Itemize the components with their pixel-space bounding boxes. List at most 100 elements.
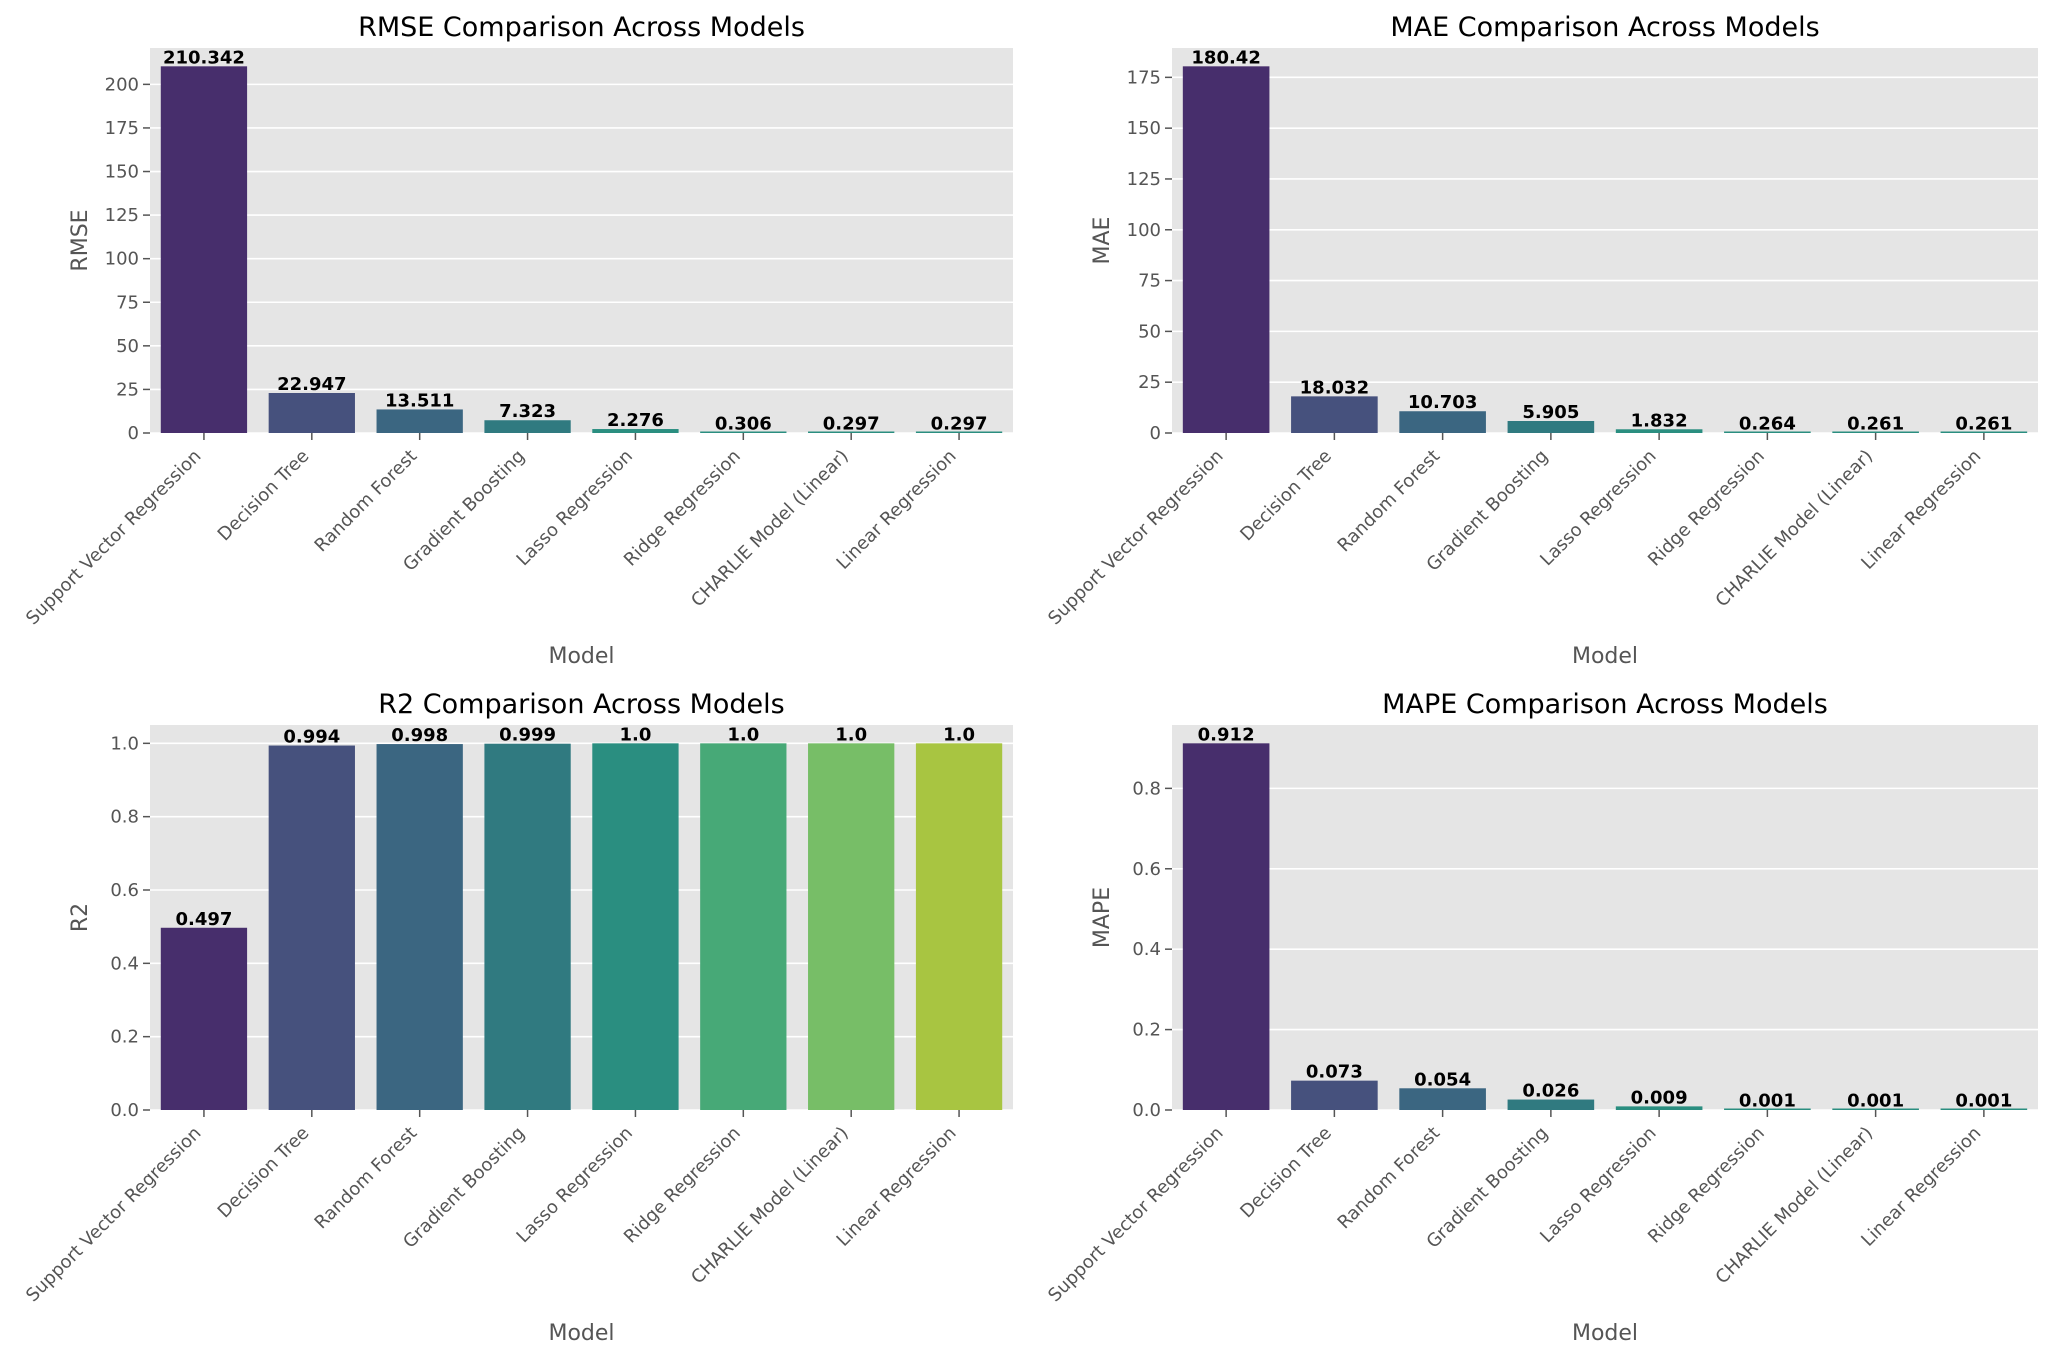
mae-x-tick-label: Lasso Regression [1536, 446, 1660, 570]
rmse-bar-value-label: 0.297 [823, 413, 880, 434]
mape-x-tick-label: Linear Regression [1857, 1123, 1985, 1251]
mape-y-tick-label: 0.0 [1132, 1100, 1161, 1121]
mape-bar-value-label: 0.073 [1306, 1062, 1363, 1083]
mape-bar [1724, 1108, 1811, 1110]
rmse-x-tick-label: Random Forest [311, 446, 422, 557]
r2-bar [160, 927, 248, 1110]
mae-chart-title: MAE Comparison Across Models [1390, 12, 1819, 43]
mae-chart: 0 25 50 75 100 125 150 175 180.42 Support Vector … [1044, 12, 2038, 669]
r2-bar-value-label: 0.998 [391, 725, 448, 746]
mape-y-tick-label: 0.6 [1132, 859, 1161, 880]
r2-bar [268, 745, 355, 1110]
rmse-bar-value-label: 0.306 [715, 413, 772, 434]
mape-bar-value-label: 0.009 [1631, 1087, 1688, 1108]
mape-y-tick-label: 0.2 [1132, 1020, 1161, 1041]
mae-y-tick-label: 75 [1138, 271, 1161, 292]
r2-bar [592, 743, 679, 1110]
r2-x-tick-label: Gradient Boosting [399, 1123, 529, 1253]
mae-bar [1832, 431, 1919, 433]
mape-bar-value-label: 0.001 [1955, 1091, 2012, 1112]
mae-y-axis-label: MAE [1090, 217, 1115, 265]
rmse-y-tick-label: 175 [105, 118, 139, 139]
rmse-x-tick-label: Lasso Regression [513, 446, 637, 570]
mae-y-tick-label: 125 [1127, 169, 1161, 190]
mae-y-tick-label: 150 [1127, 118, 1161, 139]
mape-bar [1182, 743, 1270, 1110]
rmse-x-tick-label: Linear Regression [833, 446, 961, 574]
mae-x-axis-label: Model [1572, 644, 1638, 669]
r2-bar [915, 743, 1003, 1110]
mae-y-tick-label: 175 [1127, 67, 1161, 88]
mape-y-tick-label: 0.4 [1132, 939, 1161, 960]
r2-y-tick-label: 0.0 [110, 1100, 139, 1121]
r2-x-tick-label: Ridge Regression [620, 1123, 745, 1248]
rmse-bar [160, 66, 248, 433]
rmse-bar [915, 431, 1003, 433]
rmse-y-tick-label: 150 [105, 162, 139, 183]
r2-bar [808, 743, 895, 1110]
mape-plot-area [1172, 725, 2038, 1110]
r2-y-tick-label: 0.2 [110, 1027, 139, 1048]
rmse-x-tick-label: Support Vector Regression [22, 446, 205, 629]
rmse-y-tick-label: 100 [105, 249, 139, 270]
mape-x-axis-label: Model [1572, 1321, 1638, 1346]
mae-bar [1399, 411, 1486, 433]
mape-bar [1832, 1108, 1919, 1110]
mape-bar-value-label: 0.001 [1739, 1091, 1796, 1112]
r2-bar-value-label: 1.0 [943, 724, 975, 745]
mape-bar-value-label: 0.912 [1198, 724, 1255, 745]
rmse-bar-value-label: 13.511 [385, 390, 454, 411]
rmse-bar-value-label: 210.342 [163, 47, 245, 68]
mape-x-tick-label: Decision Tree [1236, 1123, 1336, 1223]
r2-bar-value-label: 1.0 [835, 724, 867, 745]
mape-bar-value-label: 0.001 [1847, 1091, 1904, 1112]
r2-y-axis-label: R2 [68, 903, 93, 932]
mape-y-tick-label: 0.8 [1132, 778, 1161, 799]
rmse-chart-title: RMSE Comparison Across Models [358, 12, 805, 43]
r2-x-axis-label: Model [548, 1321, 614, 1346]
mape-bar-value-label: 0.054 [1414, 1069, 1471, 1090]
mape-bar [1291, 1080, 1378, 1110]
rmse-bar-value-label: 7.323 [499, 401, 556, 422]
mape-y-axis-label: MAPE [1090, 887, 1115, 948]
mae-bar-value-label: 10.703 [1408, 392, 1477, 413]
r2-bar-value-label: 0.497 [175, 909, 232, 930]
r2-bar-value-label: 0.994 [283, 727, 340, 748]
rmse-bar [592, 429, 679, 433]
mae-bar-value-label: 0.261 [1955, 413, 2012, 434]
rmse-y-tick-label: 200 [105, 74, 139, 95]
rmse-x-axis-label: Model [548, 644, 614, 669]
mape-x-tick-label: Gradient Boosting [1423, 1123, 1553, 1253]
mape-chart-title: MAPE Comparison Across Models [1382, 689, 1828, 720]
mae-x-tick-label: Linear Regression [1857, 446, 1985, 574]
mae-bar-value-label: 0.264 [1739, 413, 1796, 434]
rmse-bar [700, 431, 787, 433]
mae-y-tick-label: 50 [1138, 321, 1161, 342]
r2-bar [700, 743, 787, 1110]
mae-bar [1940, 431, 2028, 433]
mape-x-tick-label: Support Vector Regression [1044, 1123, 1227, 1306]
rmse-bar-value-label: 22.947 [277, 374, 346, 395]
mae-y-tick-label: 100 [1127, 220, 1161, 241]
mape-bar [1615, 1106, 1703, 1110]
mae-y-tick-label: 25 [1138, 372, 1161, 393]
r2-bar [376, 744, 463, 1110]
mae-bar-value-label: 5.905 [1522, 402, 1579, 423]
mape-chart: 0.0 0.2 0.4 0.6 0.8 0.912 Support Vector Regre… [1044, 689, 2038, 1346]
rmse-bar-value-label: 0.297 [931, 413, 988, 434]
mae-y-tick-label: 0 [1150, 423, 1161, 444]
mae-bar [1615, 429, 1703, 433]
mae-x-tick-label: Ridge Regression [1644, 446, 1769, 571]
mae-x-tick-label: Decision Tree [1236, 446, 1336, 546]
mape-bar-value-label: 0.026 [1522, 1081, 1579, 1102]
r2-y-tick-label: 0.4 [110, 953, 139, 974]
r2-y-tick-label: 0.8 [110, 807, 139, 828]
r2-bar-value-label: 1.0 [727, 724, 759, 745]
mape-x-tick-label: Random Forest [1334, 1123, 1445, 1234]
mae-plot-area [1172, 48, 2038, 433]
r2-bar [484, 743, 571, 1110]
mae-bar-value-label: 1.832 [1631, 410, 1688, 431]
r2-y-tick-label: 0.6 [110, 880, 139, 901]
rmse-y-tick-label: 50 [116, 336, 139, 357]
